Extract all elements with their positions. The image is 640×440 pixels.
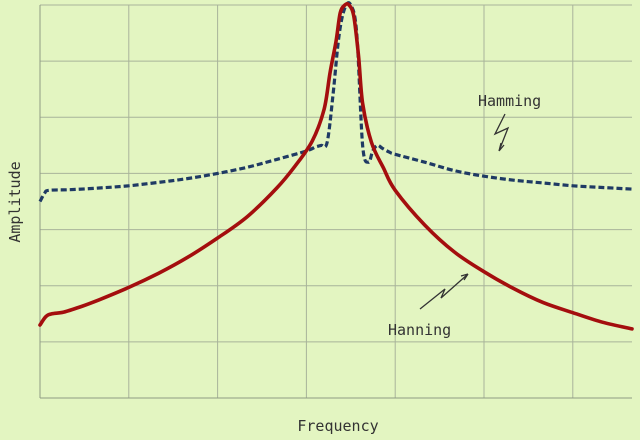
series-line-hamming bbox=[38, 1, 633, 203]
series-line-hanning bbox=[38, 1, 634, 331]
hanning-annotation-arrow bbox=[419, 273, 469, 310]
hanning-annotation-label: Hanning bbox=[388, 321, 451, 339]
grid bbox=[40, 4, 632, 398]
annotations: Hamming Hanning bbox=[388, 92, 541, 339]
x-axis-label: Frequency bbox=[297, 417, 378, 435]
hamming-annotation-label: Hamming bbox=[478, 92, 541, 110]
series-layer bbox=[38, 1, 634, 331]
y-axis-label: Amplitude bbox=[6, 161, 24, 242]
hamming-annotation-arrow bbox=[493, 113, 510, 152]
